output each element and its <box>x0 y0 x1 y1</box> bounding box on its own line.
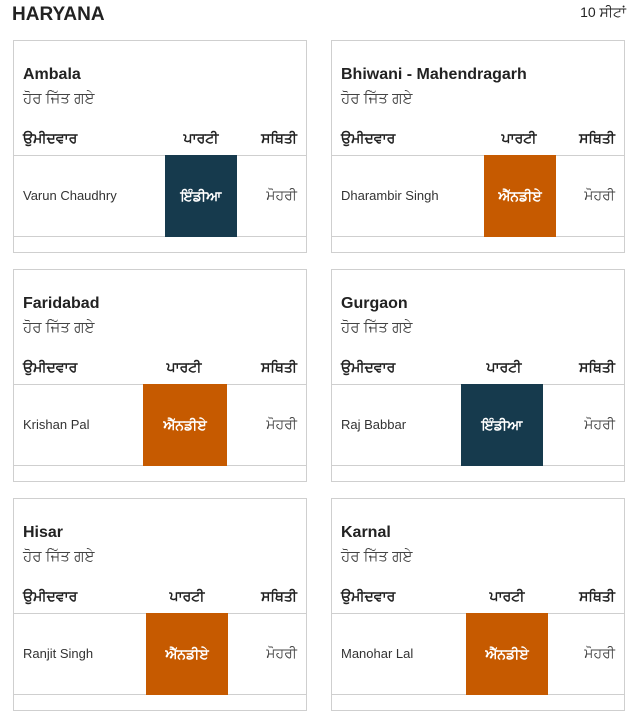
column-header-party: ਪਾਰਟੀ <box>501 130 537 146</box>
column-header-party: ਪਾਰਟੀ <box>169 588 205 604</box>
constituency-card-gurgaon: Gurgaon ਹੋਰ ਜਿੱਤ ਗਏ ਉਮੀਦਵਾਰ ਪਾਰਟੀ ਸਥਿਤੀ … <box>331 269 625 482</box>
candidate-name: Dharambir Singh <box>341 188 439 203</box>
candidate-name: Raj Babbar <box>341 417 407 432</box>
column-header-status: ਸਥਿਤੀ <box>261 359 297 375</box>
result-status: ਮੋਹਰੀ <box>584 645 615 661</box>
page-header: HARYANA 10 ਸੀਟਾਂ <box>0 0 640 30</box>
column-header-candidate: ਉਮੀਦਵਾਰ <box>23 130 78 146</box>
column-header-status: ਸਥਿਤੀ <box>261 130 297 146</box>
column-header-status: ਸਥਿਤੀ <box>261 588 297 604</box>
table-row: Raj Babbar ਇੰਡੀਆ ਮੋਹਰੀ <box>332 384 624 466</box>
column-header-party: ਪਾਰਟੀ <box>486 359 522 375</box>
constituency-card-bhiwani-mahendragarh: Bhiwani - Mahendragarh ਹੋਰ ਜਿੱਤ ਗਏ ਉਮੀਦਵ… <box>331 40 625 253</box>
result-status: ਮੋਹਰੀ <box>266 187 297 203</box>
constituency-card-ambala: Ambala ਹੋਰ ਜਿੱਤ ਗਏ ਉਮੀਦਵਾਰ ਪਾਰਟੀ ਸਥਿਤੀ V… <box>13 40 307 253</box>
party-badge: ਐੱਨਡੀਏ <box>143 384 227 466</box>
candidate-name: Ranjit Singh <box>23 646 94 661</box>
constituency-name: Gurgaon <box>341 295 408 312</box>
column-header-candidate: ਉਮੀਦਵਾਰ <box>23 588 78 604</box>
constituency-status: ਹੋਰ ਜਿੱਤ ਗਏ <box>341 548 413 565</box>
party-badge: ਇੰਡੀਆ <box>461 384 543 466</box>
column-header-party: ਪਾਰਟੀ <box>166 359 202 375</box>
constituency-card-karnal: Karnal ਹੋਰ ਜਿੱਤ ਗਏ ਉਮੀਦਵਾਰ ਪਾਰਟੀ ਸਥਿਤੀ M… <box>331 498 625 711</box>
constituency-name: Ambala <box>23 66 81 83</box>
constituency-name: Bhiwani - Mahendragarh <box>341 66 527 83</box>
constituency-status: ਹੋਰ ਜਿੱਤ ਗਏ <box>23 548 95 565</box>
table-row: Ranjit Singh ਐੱਨਡੀਏ ਮੋਹਰੀ <box>14 613 306 695</box>
constituency-status: ਹੋਰ ਜਿੱਤ ਗਏ <box>341 319 413 336</box>
party-badge: ਐੱਨਡੀਏ <box>146 613 228 695</box>
constituency-card-hisar: Hisar ਹੋਰ ਜਿੱਤ ਗਏ ਉਮੀਦਵਾਰ ਪਾਰਟੀ ਸਥਿਤੀ Ra… <box>13 498 307 711</box>
result-status: ਮੋਹਰੀ <box>266 416 297 432</box>
seat-count: 10 ਸੀਟਾਂ <box>580 4 626 20</box>
column-header-candidate: ਉਮੀਦਵਾਰ <box>23 359 78 375</box>
column-header-candidate: ਉਮੀਦਵਾਰ <box>341 588 396 604</box>
party-badge: ਐੱਨਡੀਏ <box>466 613 548 695</box>
column-header-status: ਸਥਿਤੀ <box>579 588 615 604</box>
candidate-name: Varun Chaudhry <box>23 188 117 203</box>
column-header-candidate: ਉਮੀਦਵਾਰ <box>341 359 396 375</box>
constituency-card-faridabad: Faridabad ਹੋਰ ਜਿੱਤ ਗਏ ਉਮੀਦਵਾਰ ਪਾਰਟੀ ਸਥਿਤ… <box>13 269 307 482</box>
party-badge: ਐੱਨਡੀਏ <box>484 155 556 237</box>
column-header-status: ਸਥਿਤੀ <box>579 359 615 375</box>
column-header-candidate: ਉਮੀਦਵਾਰ <box>341 130 396 146</box>
constituency-status: ਹੋਰ ਜਿੱਤ ਗਏ <box>341 90 413 107</box>
column-header-party: ਪਾਰਟੀ <box>489 588 525 604</box>
table-row: Krishan Pal ਐੱਨਡੀਏ ਮੋਹਰੀ <box>14 384 306 466</box>
state-title: HARYANA <box>12 4 105 25</box>
candidate-name: Krishan Pal <box>23 417 90 432</box>
table-row: Varun Chaudhry ਇੰਡੀਆ ਮੋਹਰੀ <box>14 155 306 237</box>
constituency-name: Hisar <box>23 524 64 541</box>
table-row: Dharambir Singh ਐੱਨਡੀਏ ਮੋਹਰੀ <box>332 155 624 237</box>
column-header-party: ਪਾਰਟੀ <box>183 130 219 146</box>
result-status: ਮੋਹਰੀ <box>584 416 615 432</box>
table-row: Manohar Lal ਐੱਨਡੀਏ ਮੋਹਰੀ <box>332 613 624 695</box>
column-header-status: ਸਥਿਤੀ <box>579 130 615 146</box>
result-status: ਮੋਹਰੀ <box>266 645 297 661</box>
constituency-name: Karnal <box>341 524 391 541</box>
candidate-name: Manohar Lal <box>341 646 414 661</box>
constituency-name: Faridabad <box>23 295 100 312</box>
result-status: ਮੋਹਰੀ <box>584 187 615 203</box>
constituency-status: ਹੋਰ ਜਿੱਤ ਗਏ <box>23 90 95 107</box>
party-badge: ਇੰਡੀਆ <box>165 155 237 237</box>
constituency-status: ਹੋਰ ਜਿੱਤ ਗਏ <box>23 319 95 336</box>
